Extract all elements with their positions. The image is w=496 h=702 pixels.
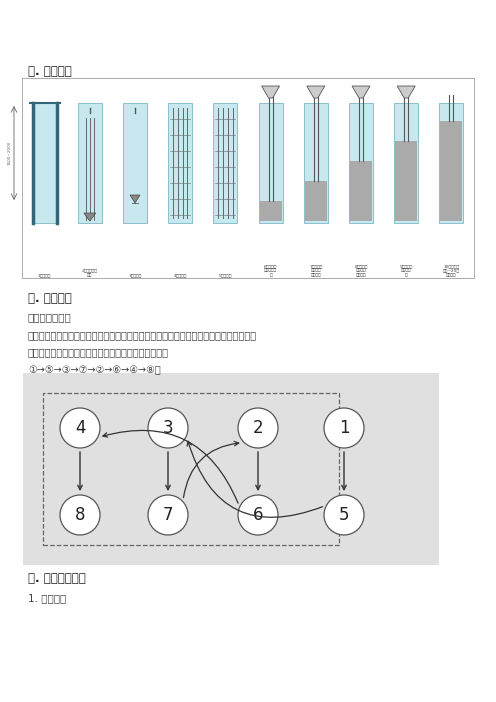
Text: 一. 施工流程: 一. 施工流程 (28, 65, 72, 78)
Text: 4: 4 (75, 419, 85, 437)
FancyArrowPatch shape (184, 442, 239, 498)
FancyArrowPatch shape (78, 452, 82, 490)
Text: 工程桩钻孔顺序: 工程桩钻孔顺序 (28, 312, 72, 322)
Bar (22, 78, 474, 278)
Bar (349, 103, 373, 223)
Text: 3终孔清孔: 3终孔清孔 (128, 273, 142, 277)
FancyArrowPatch shape (103, 430, 238, 503)
Bar (168, 103, 192, 223)
Text: 钻进顺序必须采取跳钻方式，避免中孔及钻进振动对新浇筑桩身混凝土的影响。以某承台: 钻进顺序必须采取跳钻方式，避免中孔及钻进振动对新浇筑桩身混凝土的影响。以某承台 (28, 330, 257, 340)
Text: 三. 过程控制要点: 三. 过程控制要点 (28, 572, 86, 585)
Circle shape (238, 408, 278, 448)
Bar (78, 103, 102, 223)
Bar (259, 201, 282, 221)
Bar (23, 373, 439, 565)
Bar (439, 103, 463, 223)
Polygon shape (130, 195, 140, 203)
Bar (213, 103, 238, 223)
FancyArrowPatch shape (187, 442, 322, 517)
Bar (43, 393, 339, 545)
Text: 1. 测量定位: 1. 测量定位 (28, 593, 66, 603)
Text: 10起拔清洗
管口~20台
拆除护筒: 10起拔清洗 管口~20台 拆除护筒 (443, 264, 460, 277)
Text: 7安放排水
桩并强注
第一个桩: 7安放排水 桩并强注 第一个桩 (309, 264, 322, 277)
Polygon shape (84, 213, 96, 221)
Text: 3: 3 (163, 419, 173, 437)
Bar (394, 103, 418, 223)
Bar (305, 181, 327, 221)
Circle shape (148, 495, 188, 535)
Polygon shape (261, 86, 280, 98)
Bar (395, 141, 417, 221)
Text: 4吊放笼箍: 4吊放笼箍 (174, 273, 187, 277)
Text: 1: 1 (339, 419, 349, 437)
Polygon shape (307, 86, 325, 98)
Text: 8第一升桩
量密集定
导管整深: 8第一升桩 量密集定 导管整深 (354, 264, 368, 277)
Bar (123, 103, 147, 223)
Text: 7: 7 (163, 506, 173, 524)
Circle shape (60, 408, 100, 448)
Bar (350, 161, 372, 221)
Text: 为例，如每个承台只设置一台钻机，钻桩顺序依次为：: 为例，如每个承台只设置一台钻机，钻桩顺序依次为： (28, 347, 169, 357)
Text: 2: 2 (252, 419, 263, 437)
Circle shape (324, 408, 364, 448)
Text: 5: 5 (339, 506, 349, 524)
Bar (33, 103, 57, 223)
FancyArrowPatch shape (342, 452, 346, 490)
Bar (258, 103, 283, 223)
Circle shape (238, 495, 278, 535)
FancyArrowPatch shape (166, 452, 170, 490)
Text: 9连续浇筑
连续提导
管: 9连续浇筑 连续提导 管 (400, 264, 413, 277)
FancyArrowPatch shape (256, 452, 260, 490)
Circle shape (324, 495, 364, 535)
Text: 1埋设护筒: 1埋设护筒 (38, 273, 51, 277)
Text: 1500~2000: 1500~2000 (8, 141, 12, 165)
Polygon shape (397, 86, 415, 98)
Text: 6: 6 (253, 506, 263, 524)
Polygon shape (352, 86, 370, 98)
Text: ①→⑤→③→⑦→②→⑥→④→⑧。: ①→⑤→③→⑦→②→⑥→④→⑧。 (28, 365, 161, 375)
Text: 6下放监导
管、二次清
孔: 6下放监导 管、二次清 孔 (264, 264, 277, 277)
Text: 二. 施工顺序: 二. 施工顺序 (28, 292, 72, 305)
Text: 8: 8 (75, 506, 85, 524)
Text: 5钢筋就位: 5钢筋就位 (219, 273, 232, 277)
Text: 2钻孔及起废
渣环: 2钻孔及起废 渣环 (82, 268, 98, 277)
Bar (440, 121, 462, 221)
Circle shape (148, 408, 188, 448)
Bar (304, 103, 328, 223)
Circle shape (60, 495, 100, 535)
